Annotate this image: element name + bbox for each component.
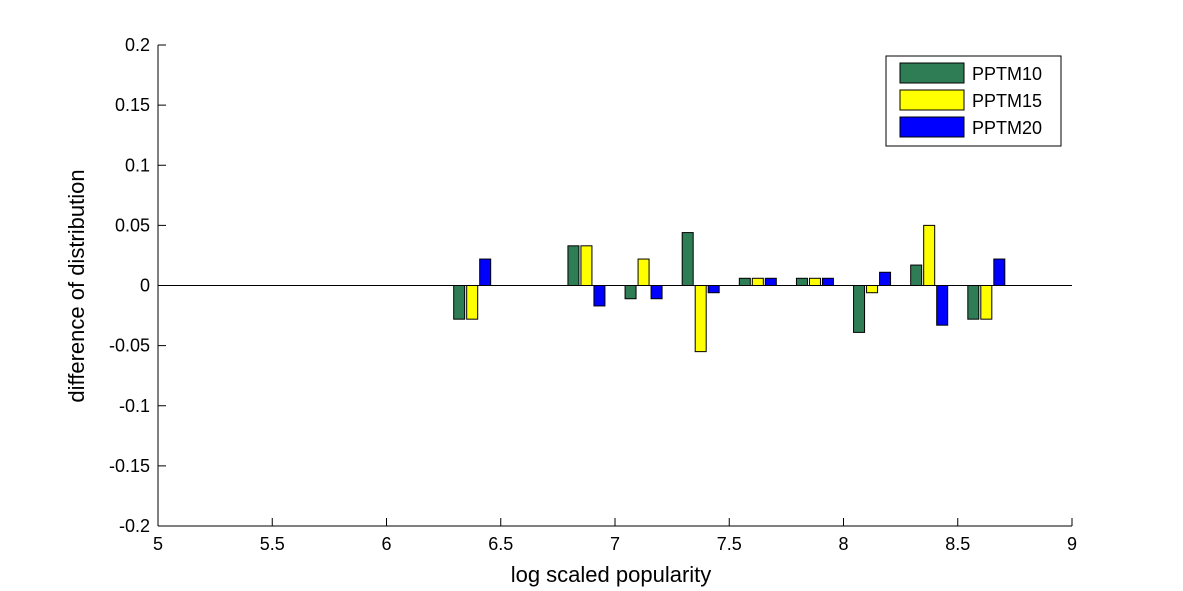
x-tick-label: 8.5 xyxy=(945,534,970,554)
bar-pptm10-7 xyxy=(910,264,923,286)
legend-label-pptm20: PPTM20 xyxy=(972,118,1042,138)
bar-pptm20-7 xyxy=(936,285,949,326)
bar-pptm15-1 xyxy=(580,245,593,287)
legend-label-pptm10: PPTM10 xyxy=(972,64,1042,84)
bar-pptm15-6 xyxy=(866,285,879,294)
x-tick-label: 8 xyxy=(838,534,848,554)
legend: PPTM10 PPTM15 PPTM20 xyxy=(885,55,1062,147)
y-tick-label: -0.15 xyxy=(109,456,150,476)
bar-pptm15-5 xyxy=(808,277,821,287)
bar-pptm15-3 xyxy=(694,285,707,353)
bar-pptm10-2 xyxy=(624,285,637,300)
y-tick-label: 0.05 xyxy=(115,215,150,235)
legend-label-pptm15: PPTM15 xyxy=(972,91,1042,111)
legend-swatch-pptm10 xyxy=(899,62,965,84)
y-tick-label: -0.1 xyxy=(119,396,150,416)
bar-pptm20-8 xyxy=(993,258,1006,287)
ticks-layer: 5 5.5 6 6.5 7 7.5 8 8.5 9 -0.2 -0.15 -0.1 -0.05 0 0.05… xyxy=(109,35,1077,554)
y-tick-label: -0.2 xyxy=(119,516,150,536)
bar-pptm10-8 xyxy=(967,285,980,320)
bar-pptm20-6 xyxy=(879,271,892,286)
bar-pptm20-5 xyxy=(821,277,834,287)
bar-pptm10-3 xyxy=(681,232,694,286)
x-tick-label: 6.5 xyxy=(488,534,513,554)
bar-pptm15-4 xyxy=(751,277,764,287)
bar-pptm10-4 xyxy=(738,277,751,287)
bar-pptm20-3 xyxy=(707,285,720,294)
bar-pptm20-2 xyxy=(650,285,663,300)
legend-swatch-pptm15 xyxy=(899,89,965,111)
bar-pptm15-0 xyxy=(466,285,479,320)
y-tick-label: 0 xyxy=(140,276,150,296)
bar-pptm20-0 xyxy=(479,258,492,287)
bar-pptm10-1 xyxy=(567,245,580,287)
bar-pptm15-7 xyxy=(923,224,936,286)
bar-pptm10-5 xyxy=(795,277,808,287)
y-tick-label: -0.05 xyxy=(109,336,150,356)
y-tick-label: 0.1 xyxy=(125,155,150,175)
x-tick-label: 9 xyxy=(1067,534,1077,554)
bar-pptm20-1 xyxy=(593,285,606,307)
bar-pptm15-2 xyxy=(637,258,650,287)
x-axis-title: log scaled popularity xyxy=(511,562,712,587)
legend-swatch-pptm20 xyxy=(899,116,965,138)
bar-pptm10-6 xyxy=(853,285,866,333)
bar-pptm10-0 xyxy=(453,285,466,320)
x-tick-label: 7.5 xyxy=(717,534,742,554)
bar-pptm15-8 xyxy=(980,285,993,320)
x-tick-label: 5 xyxy=(153,534,163,554)
x-tick-label: 5.5 xyxy=(260,534,285,554)
y-tick-label: 0.15 xyxy=(115,95,150,115)
x-tick-label: 7 xyxy=(610,534,620,554)
x-tick-label: 6 xyxy=(381,534,391,554)
y-axis-title: difference of distribution xyxy=(64,169,89,402)
bar-pptm20-4 xyxy=(764,277,777,287)
y-tick-label: 0.2 xyxy=(125,35,150,55)
